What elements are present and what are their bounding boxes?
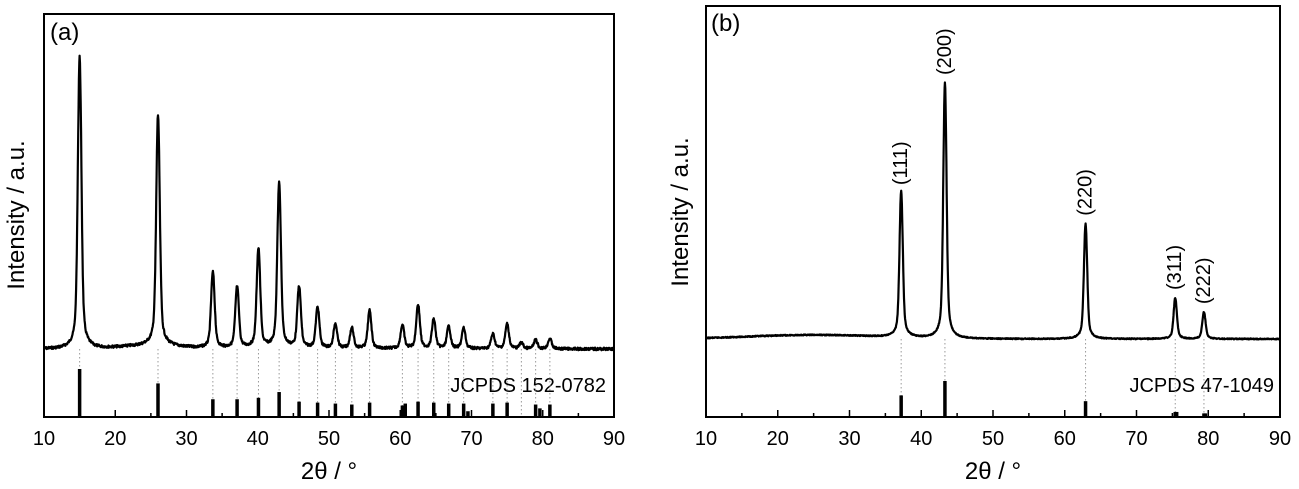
- panel-b-label: (b): [711, 10, 740, 37]
- x-tick-label: 90: [1269, 428, 1291, 450]
- peak-index-label: (111): [890, 141, 912, 185]
- x-tick-label: 20: [767, 428, 789, 450]
- panel-b-peak-labels: (111) (200) (220) (311) (222): [890, 28, 1215, 304]
- x-tick-label: 60: [1054, 428, 1076, 450]
- peak-index-label: (311): [1164, 245, 1186, 290]
- x-tick-label: 80: [532, 428, 554, 450]
- panel-a-label: (a): [50, 19, 79, 46]
- x-tick-label: 50: [318, 428, 340, 450]
- x-tick-label: 40: [247, 428, 269, 450]
- x-tick-label: 70: [460, 428, 482, 450]
- panel-b-reference-lines: [899, 381, 1208, 417]
- x-tick-label: 10: [695, 428, 717, 450]
- x-tick-label: 80: [1197, 428, 1219, 450]
- peak-index-label: (220): [1075, 169, 1097, 216]
- panel-a-guides: [79, 349, 551, 416]
- panel-a: (a) JCPDS 152-0782 2θ / ° Intensity / a.…: [3, 13, 625, 485]
- x-tick-label: 70: [1125, 428, 1147, 450]
- panel-b-diffraction-trace: [705, 81, 1281, 341]
- x-tick-label: 30: [838, 428, 860, 450]
- x-tick-label: 50: [982, 428, 1004, 450]
- x-tick-label: 30: [175, 428, 197, 450]
- panel-a-x-axis-label: 2θ / °: [301, 458, 357, 485]
- panel-b-frame: [705, 5, 1281, 418]
- panel-b-reference-label: JCPDS 47-1049: [1129, 375, 1274, 397]
- x-tick-label: 60: [389, 428, 411, 450]
- panel-a-diffraction-trace: [43, 54, 616, 352]
- panel-a-x-ticks: 10 20 30 40 50 60 70 80 90: [33, 410, 625, 450]
- panel-b-x-ticks: 10 20 30 40 50 60 70 80 90: [695, 410, 1291, 450]
- panel-b-x-axis-label: 2θ / °: [965, 458, 1021, 485]
- x-tick-label: 10: [33, 428, 55, 450]
- x-tick-label: 20: [104, 428, 126, 450]
- panel-a-reference-label: JCPDS 152-0782: [450, 375, 606, 397]
- panel-a-y-axis-label: Intensity / a.u.: [3, 140, 30, 289]
- x-tick-label: 90: [603, 428, 625, 450]
- panel-a-frame: [43, 13, 615, 418]
- panel-b-y-axis-label: Intensity / a.u.: [667, 137, 694, 286]
- panel-b: (b) JCPDS 47-1049 2θ / ° Intensity / a.u…: [667, 5, 1291, 485]
- peak-index-label: (222): [1193, 257, 1215, 304]
- x-tick-label: 40: [910, 428, 932, 450]
- peak-index-label: (200): [934, 28, 956, 75]
